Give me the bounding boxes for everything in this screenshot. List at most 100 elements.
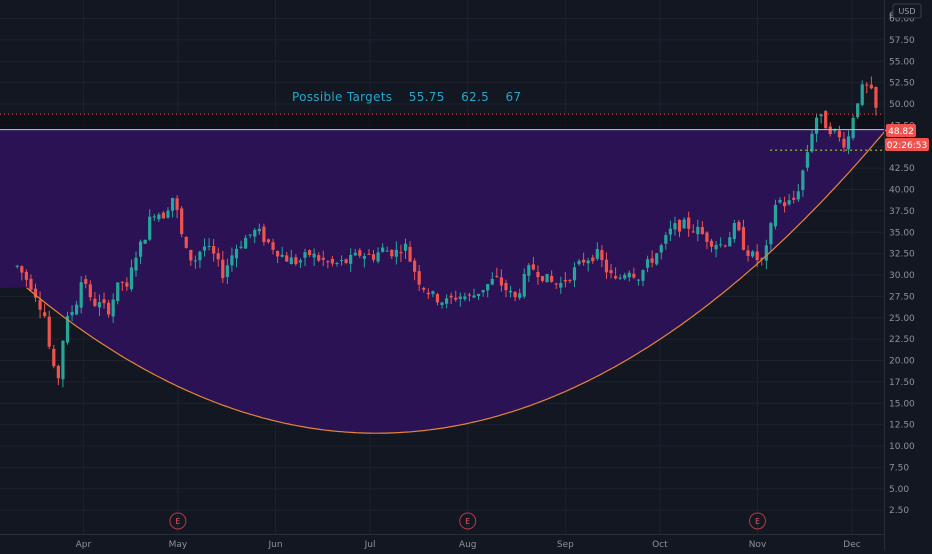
- candle-body: [239, 246, 243, 248]
- candle-body: [545, 274, 549, 283]
- x-tick-label: Aug: [459, 540, 477, 550]
- candle: [458, 292, 462, 307]
- candle: [107, 299, 111, 318]
- candle-body: [349, 254, 353, 264]
- candle-body: [408, 246, 412, 262]
- candle: [814, 113, 819, 143]
- candle-body: [143, 239, 147, 244]
- candle: [600, 245, 604, 268]
- candle: [449, 292, 453, 305]
- candle-body: [732, 222, 736, 240]
- candle-body: [198, 251, 202, 261]
- candle: [358, 248, 362, 259]
- x-tick-label: Jun: [268, 540, 283, 550]
- candle-body: [271, 242, 275, 250]
- candle: [317, 252, 321, 263]
- candle: [56, 364, 60, 386]
- candle-body: [801, 170, 805, 190]
- candle: [43, 303, 47, 318]
- candle-body: [700, 227, 704, 234]
- candle: [102, 292, 106, 309]
- candle-body: [741, 227, 746, 250]
- candle-body: [394, 249, 398, 257]
- candle-body: [298, 260, 303, 263]
- candle-body: [152, 216, 156, 218]
- candle-body: [764, 245, 768, 261]
- candle-body: [116, 282, 120, 302]
- candle-body: [618, 277, 622, 279]
- candle: [285, 251, 289, 262]
- candle: [239, 240, 243, 250]
- candle: [93, 292, 97, 308]
- candle-body: [180, 208, 184, 235]
- candle-body: [518, 293, 522, 298]
- candle: [682, 217, 686, 229]
- candle: [522, 268, 526, 299]
- candle: [824, 109, 828, 129]
- candle: [15, 264, 19, 269]
- candle: [47, 310, 51, 350]
- candle: [673, 216, 677, 236]
- candle: [385, 246, 389, 252]
- candle: [330, 255, 335, 267]
- candle-body: [705, 232, 709, 242]
- candle-body: [381, 247, 385, 252]
- candle-body: [600, 250, 604, 261]
- candle: [353, 248, 357, 257]
- candle: [687, 211, 691, 237]
- candle-body: [814, 117, 819, 134]
- candle: [362, 252, 366, 268]
- candle-body: [773, 204, 778, 227]
- candle-body: [102, 299, 106, 304]
- candle-body: [828, 126, 832, 135]
- currency-label-box[interactable]: [892, 3, 922, 19]
- candle: [431, 290, 435, 298]
- candle-body: [591, 257, 595, 262]
- y-tick-label: 7.50: [889, 463, 909, 473]
- candle-body: [623, 274, 627, 279]
- currency-label: USD: [898, 7, 915, 16]
- candle-body: [312, 253, 316, 258]
- candle-body: [289, 257, 293, 265]
- candle: [632, 267, 636, 280]
- candle: [545, 273, 549, 283]
- candle: [563, 272, 567, 288]
- candle: [65, 311, 70, 345]
- candle: [29, 274, 33, 292]
- candle-body: [737, 221, 741, 231]
- currency-label-group[interactable]: USD: [892, 3, 922, 19]
- candle-body: [778, 199, 782, 203]
- candle-body: [275, 250, 280, 257]
- candle: [691, 224, 695, 233]
- candle-body: [842, 138, 846, 148]
- candle-body: [719, 244, 723, 246]
- candle-body: [495, 275, 499, 277]
- candle: [125, 277, 129, 291]
- candle-body: [513, 291, 517, 298]
- candle-body: [435, 294, 440, 303]
- candle: [376, 247, 380, 264]
- candle-body: [70, 312, 74, 316]
- candle-body: [385, 250, 389, 252]
- candle: [481, 289, 485, 297]
- x-tick-label: Dec: [843, 540, 860, 550]
- y-tick-label: 12.50: [889, 421, 915, 431]
- candle: [134, 251, 138, 277]
- candle: [408, 241, 412, 263]
- candle-body: [572, 267, 577, 281]
- candle-body: [248, 234, 252, 236]
- candle-body: [426, 292, 430, 295]
- candle-body: [856, 103, 860, 118]
- candle: [266, 238, 271, 244]
- earnings-marker: [169, 512, 187, 530]
- candle-body: [266, 239, 271, 243]
- candle-body: [285, 255, 289, 262]
- earnings-marker-label: E: [465, 517, 470, 526]
- candle: [413, 258, 417, 281]
- candle-body: [476, 293, 481, 297]
- candle: [518, 288, 522, 301]
- candle: [248, 234, 252, 239]
- candle: [810, 129, 814, 153]
